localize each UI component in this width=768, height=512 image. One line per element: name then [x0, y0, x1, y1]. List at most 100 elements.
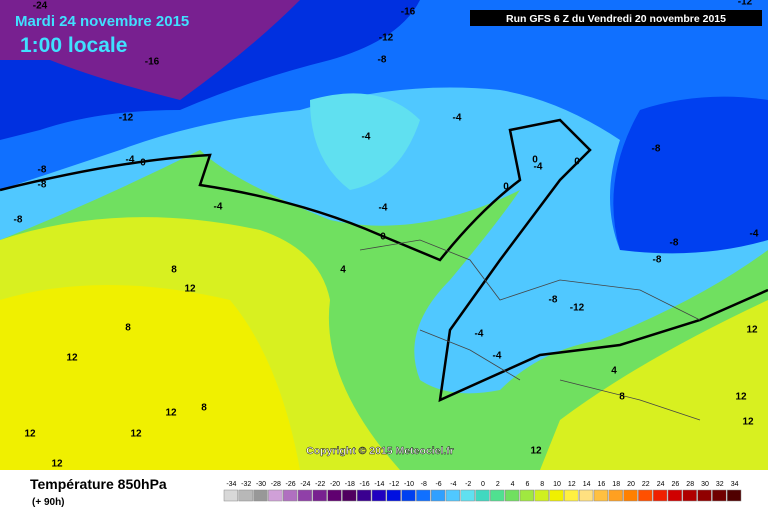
scale-swatch	[445, 489, 461, 502]
contour-label: -24	[33, 1, 48, 12]
contour-labels: -24-16-12-8-16-12-8-8-4 0-4-4-8-4 -4048128…	[14, 0, 759, 470]
forecast-date: Mardi 24 novembre 2015	[15, 13, 189, 30]
legend-title: Température 850hPa	[30, 476, 167, 492]
scale-swatch	[490, 489, 505, 502]
atlantic-mild	[310, 93, 420, 190]
coastlines	[359, 239, 701, 421]
scale-swatch	[371, 489, 387, 502]
contour-label: -8	[652, 144, 661, 155]
contour-label: -8	[378, 55, 387, 66]
scale-swatch	[460, 489, 475, 502]
contour-label: -4	[750, 229, 759, 240]
contour-label: -8	[38, 180, 47, 191]
contour-label: -8	[670, 238, 679, 249]
contour-label: 12	[130, 429, 142, 440]
scale-swatch	[623, 489, 638, 502]
scale-swatch	[593, 489, 609, 502]
scale-swatch	[564, 489, 579, 502]
contour-label: -12	[119, 113, 134, 124]
contour-label: -8	[549, 295, 558, 306]
scale-label: -6	[435, 481, 441, 488]
contour-label: -4	[453, 113, 462, 124]
scale-label: 4	[511, 481, 515, 488]
scale-swatch	[282, 489, 298, 502]
scale-label: 8	[540, 481, 544, 488]
scale-swatch	[726, 489, 742, 502]
contour-label: -16	[401, 7, 416, 18]
scale-label: 24	[657, 481, 665, 488]
scale-swatch	[223, 489, 239, 502]
contour-label: 12	[24, 429, 36, 440]
scale-swatch	[253, 489, 268, 502]
scale-swatch	[667, 489, 683, 502]
contour-label: -12	[379, 33, 394, 44]
contour-label: -4	[362, 132, 371, 143]
scale-label: 20	[627, 481, 635, 488]
scale-swatch	[416, 489, 431, 502]
scale-swatch	[652, 489, 668, 502]
contour-label: 12	[735, 392, 747, 403]
contour-label: 8	[619, 392, 625, 403]
scale-swatch	[238, 489, 253, 502]
scale-label: -18	[345, 481, 355, 488]
contour-label: 0	[140, 158, 146, 169]
copyright: Copyright © 2015 Meteociel.fr	[306, 445, 454, 457]
scale-label: 2	[496, 481, 500, 488]
contour-label: 0	[503, 182, 509, 193]
contour-label: -4	[475, 329, 484, 340]
scale-label: -22	[315, 481, 325, 488]
contour-label: -4	[379, 203, 388, 214]
scale-label: -26	[286, 481, 296, 488]
scale-label: -16	[360, 481, 370, 488]
scale-swatch	[638, 489, 653, 502]
contour-label: 8	[171, 265, 177, 276]
scale-label: 18	[612, 481, 620, 488]
scale-swatch	[386, 489, 401, 502]
contour-label: 8	[125, 323, 131, 334]
contour-label: -8	[653, 255, 662, 266]
scale-swatch	[534, 489, 549, 502]
contour-label: 4	[611, 366, 617, 377]
color-scale: -34 -32 -30 -28 -26 -24 -22 -20 -18 -16 -14 -12 -10-…	[223, 481, 742, 502]
contour-label: 0	[532, 155, 538, 166]
scale-label: -10	[404, 481, 414, 488]
scale-swatch	[608, 489, 623, 502]
contour-label: -8	[38, 165, 47, 176]
scale-label: 12	[568, 481, 576, 488]
scale-swatch	[475, 489, 490, 502]
run-info: Run GFS 6 Z du Vendredi 20 novembre 2015	[506, 13, 726, 25]
scale-label: 10	[553, 481, 561, 488]
contour-label: 12	[746, 325, 758, 336]
scale-swatch	[549, 489, 564, 502]
scale-label: -14	[374, 481, 384, 488]
scale-label: -8	[421, 481, 427, 488]
contour-label: 4	[340, 265, 346, 276]
scale-label: -2	[465, 481, 471, 488]
scale-swatch	[697, 489, 712, 502]
scale-swatch	[327, 489, 342, 502]
contour-label: 0	[574, 157, 580, 168]
scale-swatch	[519, 489, 535, 502]
contour-label: 0	[380, 232, 386, 243]
contour-label: -12	[570, 303, 585, 314]
scale-label: -28	[271, 481, 281, 488]
contour-label: 8	[201, 403, 207, 414]
scale-label: 28	[686, 481, 694, 488]
contour-label: 12	[66, 353, 78, 364]
contour-label: -4	[534, 162, 543, 173]
southeast-warm	[540, 300, 768, 470]
legend-lead: (+ 90h)	[32, 497, 65, 508]
warm-core	[0, 285, 300, 470]
scale-label: -20	[330, 481, 340, 488]
contour-label: -4	[126, 155, 135, 166]
contour-label: 12	[184, 284, 196, 295]
scale-label: 30	[701, 481, 709, 488]
scale-swatch	[430, 489, 446, 502]
east-cold-area	[613, 96, 768, 254]
scale-label: -24	[300, 481, 310, 488]
scale-label: -12	[389, 481, 399, 488]
coldest-area	[0, 0, 300, 100]
run-box	[470, 10, 762, 26]
scale-swatch	[712, 489, 727, 502]
